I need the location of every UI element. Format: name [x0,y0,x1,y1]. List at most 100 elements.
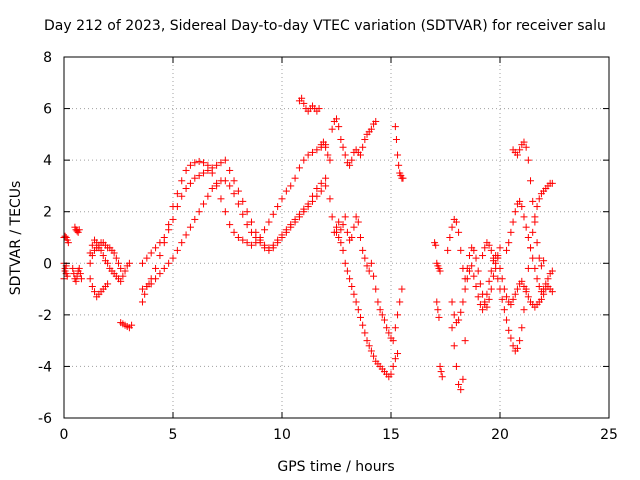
y-tick-label: 4 [43,153,52,169]
data-point [191,174,199,182]
data-point [200,169,208,177]
data-point [169,215,177,223]
data-point [147,249,155,257]
data-point [309,197,317,205]
data-point [511,290,519,298]
data-point [394,151,402,159]
data-point [247,228,255,236]
data-point [485,295,493,303]
data-point [208,185,216,193]
data-point [156,252,164,260]
data-point [509,295,517,303]
data-point [343,228,351,236]
data-point [234,234,242,241]
data-point [496,285,504,293]
data-point [455,316,463,324]
data-point [322,182,330,190]
data-point [143,254,151,262]
data-point [221,208,229,216]
data-point [455,380,463,388]
data-point [61,232,69,240]
data-point [361,329,369,337]
data-point [64,239,72,247]
data-point [396,298,404,306]
data-point [465,267,473,275]
y-tick-label: 8 [43,50,52,66]
data-point [291,174,299,182]
data-point [337,226,345,234]
data-point [195,172,203,180]
data-point [200,200,208,208]
data-point [182,185,190,193]
y-tick-label: -4 [38,359,52,375]
data-point [256,239,264,247]
data-point [372,285,380,293]
data-point [317,187,325,195]
data-point [470,246,478,254]
data-point [346,275,354,283]
data-point [287,182,295,190]
data-point [315,105,323,113]
data-point [88,241,96,249]
data-point [298,94,306,102]
data-point [376,306,384,314]
data-point [221,177,229,185]
data-point [346,161,354,169]
data-point [533,203,541,211]
data-point [398,285,406,293]
data-point [367,259,375,267]
y-tick-label: -6 [38,411,52,427]
data-point [509,342,517,350]
data-point [195,208,203,216]
data-point [278,234,286,241]
data-point [339,221,347,229]
data-point [86,275,94,283]
data-point [470,272,478,280]
data-point [156,270,164,278]
data-point [537,262,545,270]
data-point [274,203,282,211]
data-point [247,241,255,249]
data-point [239,210,247,218]
data-point [520,213,528,221]
data-point [395,161,403,169]
data-point [537,295,545,303]
data-point [217,159,225,167]
data-point [119,272,127,280]
data-point [529,197,537,205]
data-point [367,125,375,133]
data-point [160,234,168,241]
data-point [511,208,519,216]
data-point [378,311,386,319]
data-point [507,301,515,309]
data-point [173,203,181,211]
data-point [494,275,502,283]
data-point [436,267,444,275]
data-point [452,362,460,370]
data-point [333,228,340,236]
data-point [518,277,526,285]
data-point [472,282,480,290]
data-point [226,166,234,174]
data-point [147,280,155,288]
data-point [542,280,550,288]
data-point [531,218,539,226]
data-point [352,298,360,306]
data-point [513,151,521,159]
data-point [524,234,532,241]
data-point [230,190,238,198]
data-point [300,156,308,164]
data-point [322,174,330,182]
data-point [143,282,151,290]
data-point [309,148,317,156]
data-point [363,262,371,270]
data-point [91,288,99,296]
data-point [226,221,234,229]
data-point [191,215,199,223]
data-point [335,234,343,241]
data-point [380,316,388,324]
data-point [138,298,146,306]
data-point [324,151,332,159]
chart-title: Day 212 of 2023, Sidereal Day-to-day VTE… [44,18,606,34]
data-point [437,368,445,376]
